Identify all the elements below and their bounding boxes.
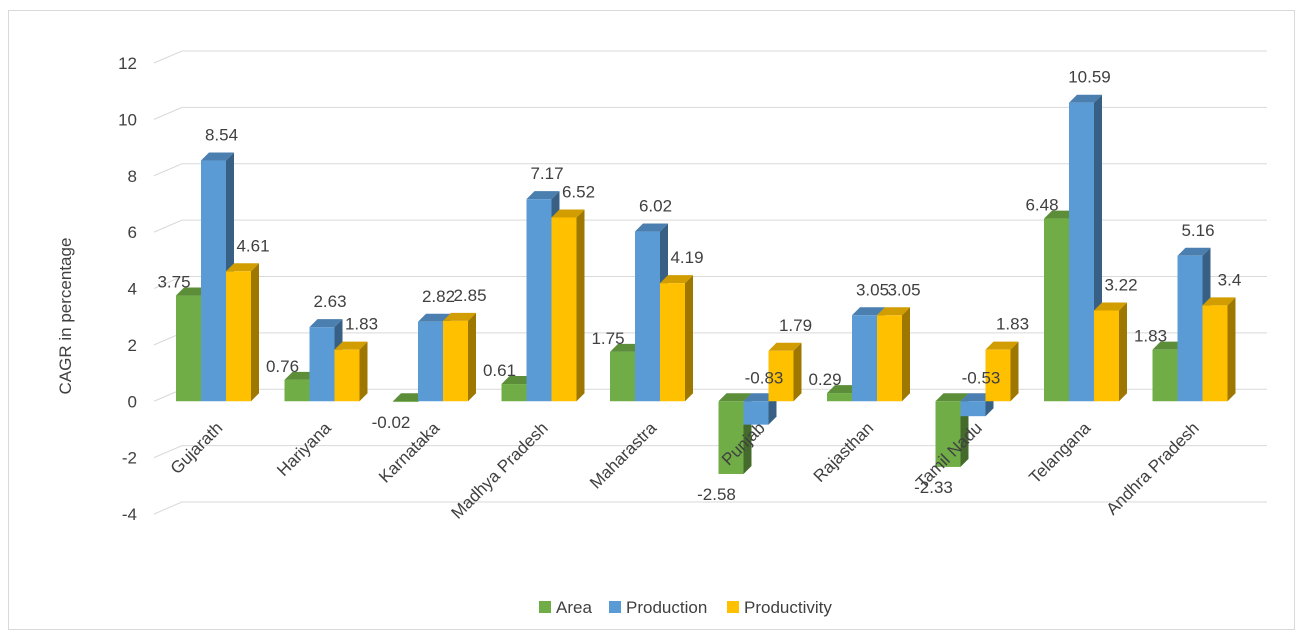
legend-item-area: Area bbox=[539, 598, 592, 617]
data-label: 1.83 bbox=[345, 315, 378, 334]
legend-swatch bbox=[539, 601, 551, 613]
data-label: 6.02 bbox=[639, 197, 672, 216]
data-label: -0.02 bbox=[372, 413, 411, 432]
bars bbox=[176, 94, 1236, 474]
y-tick-label: 0 bbox=[128, 392, 137, 411]
x-tick-label: Hariyana bbox=[273, 418, 335, 480]
x-tick-label: Rajasthan bbox=[810, 418, 878, 486]
bar-productivity-1 bbox=[334, 341, 368, 402]
data-label: 3.75 bbox=[157, 273, 190, 292]
x-tick-label: Madhya Pradesh bbox=[448, 418, 552, 522]
gridline-depth bbox=[153, 106, 183, 120]
legend: Area Production Productivity bbox=[539, 598, 832, 617]
data-label: 1.83 bbox=[1134, 327, 1167, 346]
data-label: 6.48 bbox=[1025, 196, 1058, 215]
data-label: 4.61 bbox=[236, 236, 269, 255]
bar-productivity-0 bbox=[226, 263, 259, 402]
bar-productivity-6 bbox=[877, 307, 910, 402]
data-labels: 3.75 8.54 4.61 0.76 2.63 1.83 -0.02 2.822.85 0.6… bbox=[157, 68, 1241, 504]
gridline-depth bbox=[153, 445, 183, 459]
chart-frame: -4 -2 0 2 4 6 8 10 12 CAGR in percentage 3.75 8.5… bbox=[8, 10, 1295, 630]
data-label: 3.22 bbox=[1104, 275, 1137, 294]
y-tick-label: 10 bbox=[118, 110, 137, 129]
gridline-depth bbox=[153, 163, 183, 177]
data-label: 2.63 bbox=[313, 292, 346, 311]
gridline-depth bbox=[153, 501, 183, 515]
data-label: 0.61 bbox=[483, 361, 516, 380]
bar-productivity-3 bbox=[551, 209, 585, 402]
data-label: -0.83 bbox=[745, 368, 784, 387]
bar-productivity-2 bbox=[443, 312, 476, 402]
data-label: 1.75 bbox=[591, 329, 624, 348]
x-tick-label: Maharastra bbox=[586, 418, 661, 493]
y-tick-label: 8 bbox=[128, 167, 137, 186]
x-tick-label: Telangana bbox=[1025, 418, 1094, 487]
data-label: 2.82 bbox=[422, 287, 455, 306]
y-tick-label: 2 bbox=[128, 336, 137, 355]
legend-swatch bbox=[609, 601, 621, 613]
data-label: 6.52 bbox=[562, 182, 595, 201]
legend-swatch bbox=[727, 601, 739, 613]
gridline-depth bbox=[153, 219, 183, 233]
bar-productivity-7 bbox=[985, 341, 1019, 402]
y-tick-label: -2 bbox=[122, 449, 137, 468]
y-tick-label: 6 bbox=[128, 223, 137, 242]
data-label: -2.33 bbox=[914, 478, 953, 497]
x-tick-label: Andhra Pradesh bbox=[1103, 418, 1203, 518]
gridline-depth bbox=[153, 276, 183, 289]
gridline-depth bbox=[153, 50, 183, 64]
data-label: 1.79 bbox=[779, 316, 812, 335]
legend-label: Productivity bbox=[744, 598, 832, 617]
data-label: 8.54 bbox=[205, 126, 238, 145]
bar-productivity-9 bbox=[1202, 297, 1236, 402]
y-tick-label: -4 bbox=[122, 505, 137, 524]
bar-productivity-8 bbox=[1094, 302, 1127, 402]
bar-productivity-4 bbox=[660, 275, 693, 402]
data-label: 2.85 bbox=[453, 286, 486, 305]
legend-item-productivity: Productivity bbox=[727, 598, 832, 617]
y-tick-label: 4 bbox=[128, 280, 137, 299]
y-axis-label: CAGR in percentage bbox=[56, 238, 75, 395]
data-label: 0.29 bbox=[808, 370, 841, 389]
data-label: 3.05 bbox=[887, 280, 920, 299]
legend-item-production: Production bbox=[609, 598, 707, 617]
data-label: 4.19 bbox=[670, 248, 703, 267]
data-label: 10.59 bbox=[1068, 68, 1111, 87]
data-label: -2.58 bbox=[697, 485, 736, 504]
y-axis-ticks: -4 -2 0 2 4 6 8 10 12 bbox=[118, 54, 137, 524]
data-label: 3.05 bbox=[856, 280, 889, 299]
legend-label: Area bbox=[556, 598, 592, 617]
data-label: 3.4 bbox=[1218, 270, 1242, 289]
data-label: 0.76 bbox=[266, 357, 299, 376]
y-tick-label: 12 bbox=[118, 54, 137, 73]
data-label: 1.83 bbox=[996, 315, 1029, 334]
x-axis-ticks: Gujarath Hariyana Karnataka Madhya Pradesh M… bbox=[167, 418, 1203, 523]
data-label: 7.17 bbox=[530, 164, 563, 183]
data-label: -0.53 bbox=[962, 368, 1001, 387]
bar-chart: -4 -2 0 2 4 6 8 10 12 CAGR in percentage 3.75 8.5… bbox=[56, 50, 1267, 617]
bar-productivity-5 bbox=[768, 342, 802, 402]
data-label: 5.16 bbox=[1181, 221, 1214, 240]
legend-label: Production bbox=[626, 598, 707, 617]
